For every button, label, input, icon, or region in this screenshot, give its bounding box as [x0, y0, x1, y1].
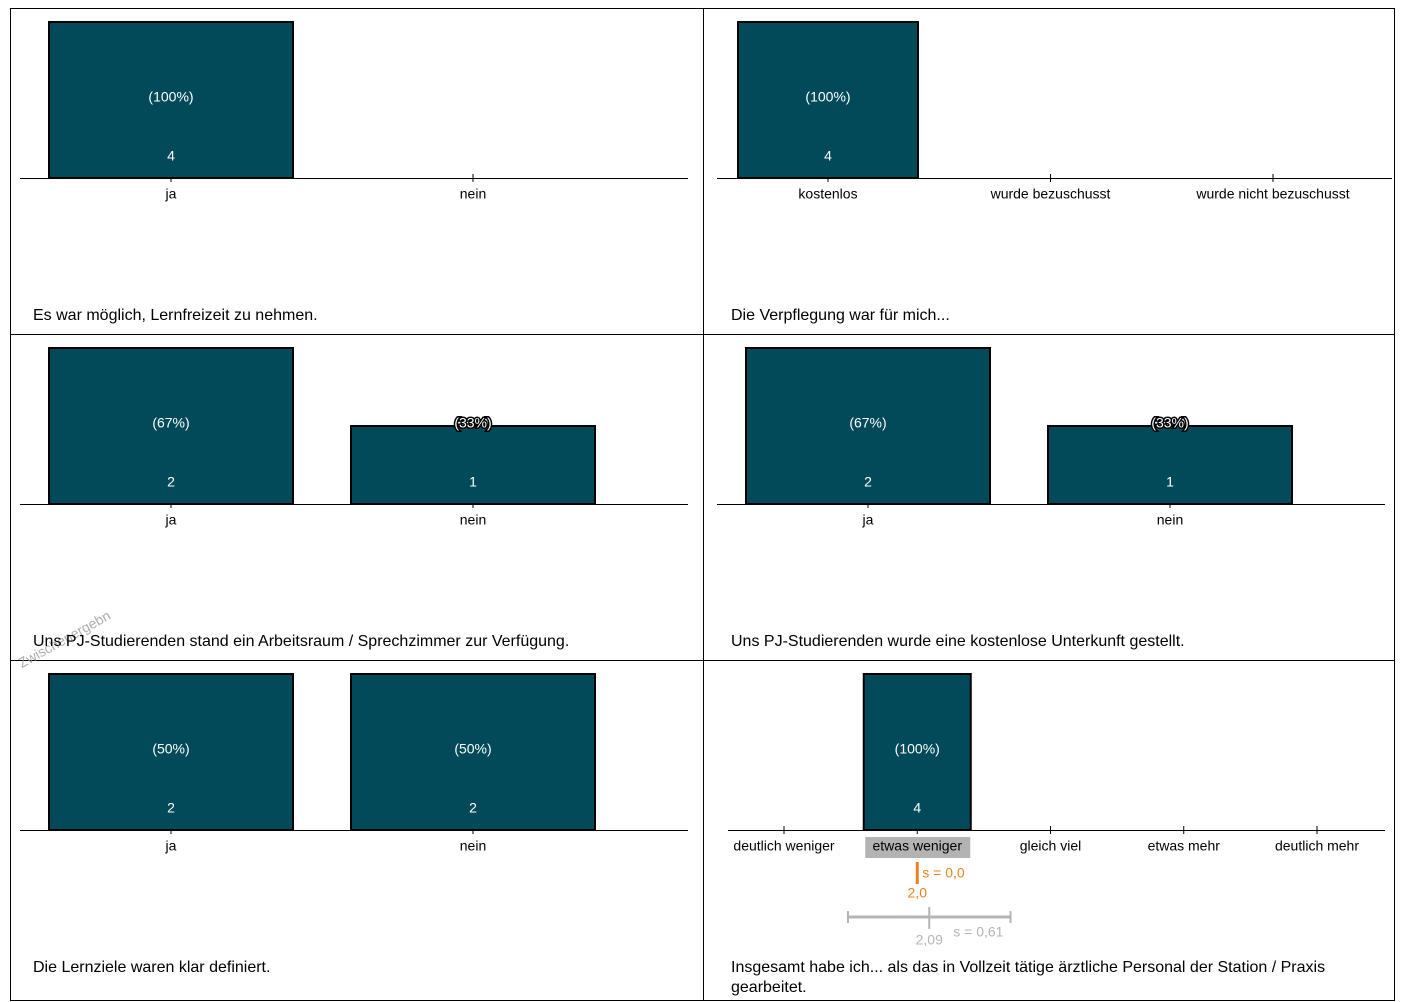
share-label: (100%)	[805, 89, 850, 105]
x-tick-label: wurde bezuschusst	[990, 186, 1111, 202]
count-label: 2	[167, 474, 175, 490]
count-label: 1	[1166, 474, 1174, 490]
bar	[745, 347, 991, 505]
bar	[48, 21, 294, 179]
x-tick-label: ja	[165, 512, 177, 528]
x-tick-label: wurde nicht bezuschusst	[1195, 186, 1349, 202]
x-tick-label: deutlich mehr	[1275, 838, 1359, 854]
x-tick-label: nein	[460, 186, 486, 202]
count-label: 1	[469, 474, 477, 490]
bar	[350, 673, 596, 831]
x-tick-label: nein	[460, 512, 486, 528]
x-tick-label: gleich viel	[1020, 838, 1081, 854]
count-label: 4	[824, 148, 832, 164]
share-label: (50%)	[454, 741, 491, 757]
x-tick-label: nein	[1157, 512, 1183, 528]
sd-label: s = 0,61	[953, 924, 1003, 940]
question-title: Insgesamt habe ich... als das in Vollzei…	[731, 959, 1326, 996]
bar	[1047, 425, 1293, 505]
share-label: (100%)	[148, 89, 193, 105]
bar	[862, 673, 972, 831]
share-label: (67%)	[849, 415, 886, 431]
count-label: 4	[167, 148, 175, 164]
count-label: 2	[469, 800, 477, 816]
bar	[350, 425, 596, 505]
question-title: Uns PJ-Studierenden wurde eine kostenlos…	[731, 633, 1185, 650]
sd-label: s = 0,0	[922, 865, 965, 881]
x-tick-label: kostenlos	[798, 186, 857, 202]
question-title: Uns PJ-Studierenden stand ein Arbeitsrau…	[33, 633, 570, 650]
x-tick-label: etwas mehr	[1148, 838, 1221, 854]
share-label: (67%)	[152, 415, 189, 431]
count-label: 2	[167, 800, 175, 816]
share-label: (33%)	[454, 415, 491, 431]
bar	[48, 673, 294, 831]
question-title: Es war möglich, Lernfreizeit zu nehmen.	[33, 307, 318, 324]
x-tick-label: ja	[165, 838, 177, 854]
count-label: 2	[864, 474, 872, 490]
count-label: 4	[913, 800, 921, 816]
x-tick-label: ja	[862, 512, 874, 528]
x-tick-label: nein	[460, 838, 486, 854]
share-label: (50%)	[152, 741, 189, 757]
question-title: Die Verpflegung war für mich...	[731, 307, 950, 324]
x-tick-label: etwas weniger	[873, 838, 963, 854]
mean-label: 2,09	[916, 932, 943, 948]
category-highlight	[865, 837, 971, 858]
bar	[48, 347, 294, 505]
question-title: Die Lernziele waren klar definiert.	[33, 959, 271, 976]
bar	[737, 21, 919, 179]
mean-label: 2,0	[908, 885, 928, 901]
x-tick-label: deutlich weniger	[733, 838, 835, 854]
share-label: (100%)	[895, 741, 940, 757]
x-tick-label: ja	[165, 186, 177, 202]
share-label: (33%)	[1151, 415, 1188, 431]
grid-border	[10, 8, 1395, 1001]
